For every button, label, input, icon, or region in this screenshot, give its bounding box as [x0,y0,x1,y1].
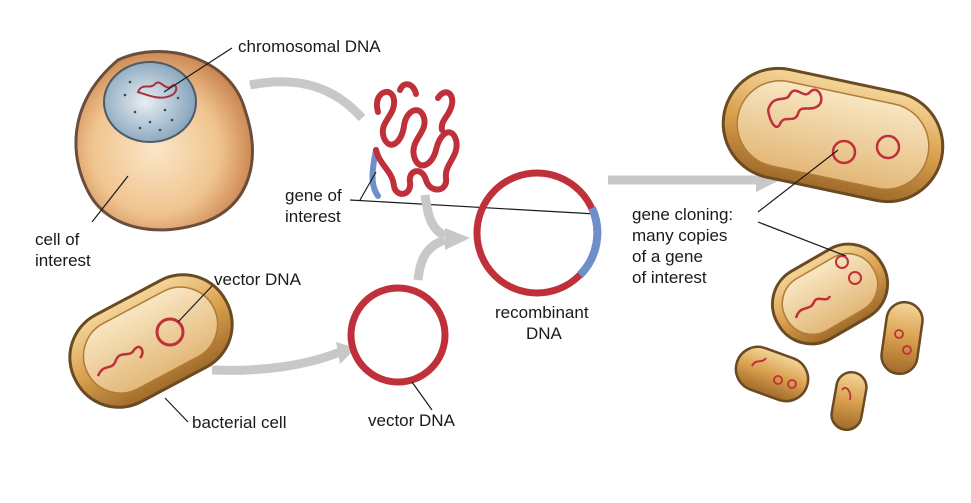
cloned-bacterium-small-1 [880,300,924,376]
arrow-bacterium-to-vector [211,347,342,375]
plasmid [155,317,185,347]
label-cloning-1: gene cloning: [632,205,733,224]
arrow-vector-to-recombinant [413,235,447,281]
label-cell-of-interest-1: cell of [35,230,80,249]
cloned-bacterium-small-2 [734,345,810,403]
label-gene-of-interest-1: gene of [285,186,342,205]
label-bacterial-cell: bacterial cell [192,413,287,432]
label-cloning-3: of a gene [632,247,703,266]
nucleus [103,61,197,143]
cloned-bacterium-small-3 [830,370,868,432]
label-cell-of-interest-2: interest [35,251,91,270]
cloned-bacterium-large [721,66,945,204]
label-vector-dna-bottom: vector DNA [368,411,456,430]
animal-cell [74,50,254,232]
label-cloning-2: many copies [632,226,727,245]
label-cloning-4: of interest [632,268,707,287]
cloned-bacterium-medium [770,242,890,346]
label-recombinant-1: recombinant [495,303,589,322]
chromosomal-dna-squiggle [136,81,178,99]
extracted-dna [369,81,460,199]
nucleus-dots [123,80,180,132]
label-vector-dna-top: vector DNA [214,270,302,289]
arrow-cell-to-dna [249,77,366,122]
label-gene-of-interest-2: interest [285,207,341,226]
vector-dna-ring [347,284,449,386]
arrow-gene-to-recombinant [420,194,448,240]
recombinant-dna-ring [473,169,602,297]
label-recombinant-2: DNA [526,324,563,343]
label-chromosomal-dna: chromosomal DNA [238,37,381,56]
